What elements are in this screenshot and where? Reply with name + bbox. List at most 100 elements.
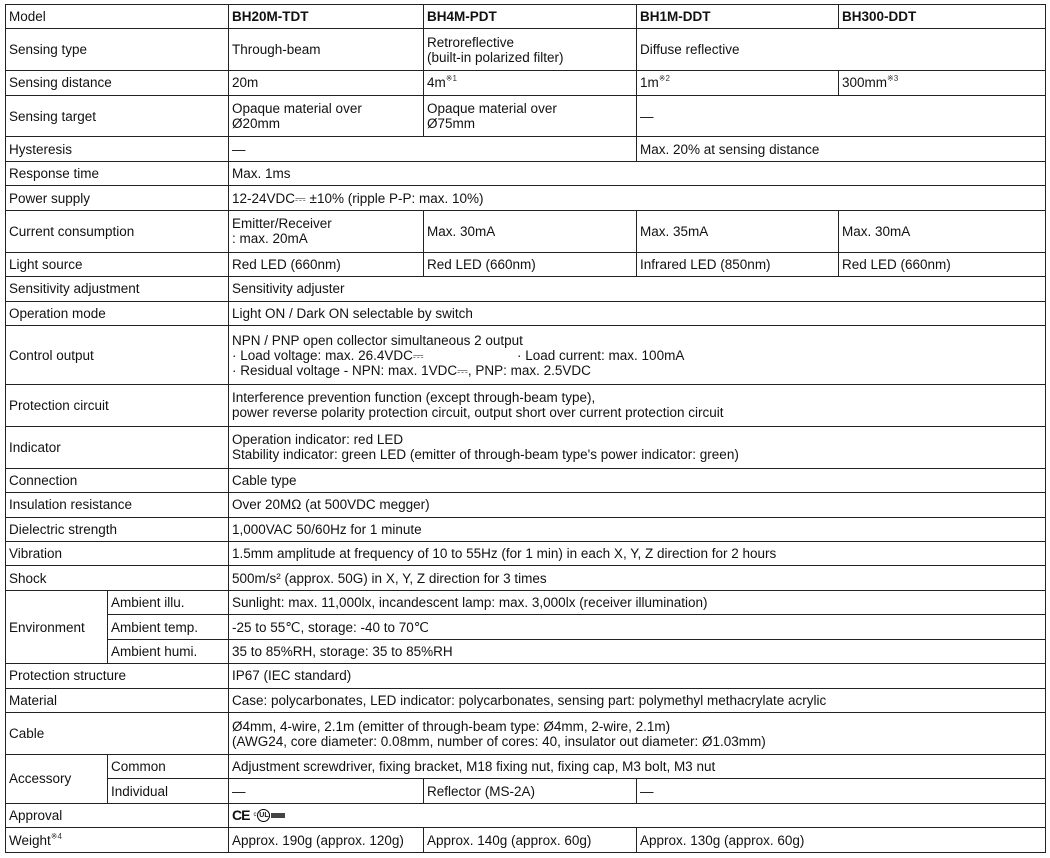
sensing-distance-label: Sensing distance (9, 75, 112, 91)
value-line: · Load voltage: max. 26.4VDC⎓ · Load curr… (232, 348, 1042, 363)
control-output-label: Control output (9, 347, 94, 363)
spec-value: Reflector (MS-2A) (423, 778, 637, 804)
row-label: Insulation resistance (5, 492, 229, 518)
table-row: Light source Red LED (660nm) Red LED (660n… (5, 251, 1046, 278)
row-label: Current consumption (5, 209, 229, 253)
value-line: Ø4mm, 4-wire, 2.1m (emitter of through-b… (232, 718, 671, 734)
spec-value: Opaque material over Ø20mm (228, 94, 424, 138)
operation-mode-label: Operation mode (9, 305, 106, 321)
spec-value: Opaque material over Ø75mm (423, 94, 637, 138)
row-label: Hysteresis (5, 136, 229, 162)
row-label: Vibration (5, 540, 229, 567)
spec-value: Infrared LED (850nm) (636, 251, 839, 278)
value-text: 1m (640, 75, 659, 91)
ce-mark-icon: CE (232, 807, 250, 824)
sensing-type-label: Sensing type (9, 42, 88, 58)
footnote-mark: ※2 (658, 74, 670, 84)
table-row: Ambient temp. -25 to 55℃, storage: -40 to… (6, 614, 1046, 640)
spec-value: Red LED (660nm) (423, 251, 637, 278)
value-line: Interference prevention function (except… (232, 390, 596, 406)
spec-value: Red LED (660nm) (228, 251, 424, 278)
spec-value: 4m※1 (423, 70, 637, 96)
spec-value: Max. 1ms (228, 160, 1046, 187)
value-line: Ø75mm (427, 116, 476, 132)
spec-value: Retroreflective (built-in polarized filte… (423, 28, 637, 72)
spec-value: Sensitivity adjuster (228, 276, 1046, 302)
spec-value: Operation indicator: red LED Stability in… (228, 425, 1046, 469)
value-line: Retroreflective (427, 34, 515, 50)
row-label: Cable (5, 712, 229, 755)
row-label: Weight※4 (5, 827, 229, 853)
model-label: Model (9, 9, 46, 25)
approval-label: Approval (9, 808, 63, 824)
sensing-target-label: Sensing target (9, 108, 97, 124)
value-line: Stability indicator: green LED (emitter … (232, 447, 739, 463)
table-row: Material Case: polycarbonates, LED indica… (5, 687, 1046, 714)
spec-value: Red LED (660nm) (838, 251, 1046, 278)
table-row: Control output NPN / PNP open collector s… (5, 324, 1046, 386)
table-row: Response time Max. 1ms (5, 160, 1046, 187)
protection-circuit-label: Protection circuit (9, 397, 109, 413)
ul-mark-icon: c UL (253, 808, 286, 823)
row-label: Approval (5, 802, 229, 829)
row-label: Connection (5, 467, 229, 494)
table-row: Power supply 12-24VDC⎓ ±10% (ripple P-P: … (5, 185, 1046, 211)
value-line: Opaque material over (232, 101, 362, 117)
row-label: Material (5, 687, 229, 714)
row-sublabel: Ambient temp. (107, 614, 229, 640)
spec-value: Max. 20% at sensing distance (636, 136, 1046, 162)
table-row: Hysteresis — Max. 20% at sensing distance (5, 136, 1046, 162)
material-label: Material (9, 692, 58, 708)
spec-value: Approx. 190g (approx. 120g) (228, 827, 424, 853)
row-label: Power supply (5, 185, 229, 211)
spec-value: -25 to 55℃, storage: -40 to 70℃ (228, 614, 1046, 640)
indicator-label: Indicator (9, 439, 61, 455)
spec-value: Over 20MΩ (at 500VDC megger) (228, 492, 1046, 518)
row-label: Protection circuit (5, 384, 229, 427)
spec-value: Max. 30mA (838, 209, 1046, 253)
spec-value: Ø4mm, 4-wire, 2.1m (emitter of through-b… (228, 712, 1046, 755)
model-header: BH20M-TDT (228, 3, 424, 30)
value-text: 300mm (842, 75, 888, 91)
table-row: Operation mode Light ON / Dark ON selecta… (5, 300, 1046, 326)
table-row: Approval CE c UL (5, 802, 1046, 829)
table-row: Sensing target Opaque material over Ø20mm O… (5, 94, 1046, 138)
spec-value: Cable type (228, 467, 1046, 494)
spec-value: Diffuse reflective (636, 28, 1046, 72)
spec-value: CE c UL (228, 802, 1046, 829)
table-row: Connection Cable type (5, 467, 1046, 494)
table-row: Sensitivity adjustment Sensitivity adjust… (5, 276, 1046, 302)
value-line: (AWG24, core diameter: 0.08mm, number of… (232, 733, 766, 749)
table-row: Protection structure IP67 (IEC standard) (5, 663, 1046, 689)
table-row: Ambient humi. 35 to 85%RH, storage: 35 to… (6, 638, 1046, 665)
table-row: Insulation resistance Over 20MΩ (at 500VD… (5, 492, 1046, 518)
spec-value: — (636, 778, 1046, 804)
value-line: NPN / PNP open collector simultaneous 2 … (232, 332, 523, 348)
value-line: Ø20mm (232, 116, 281, 132)
vibration-label: Vibration (9, 546, 63, 562)
row-label: Dielectric strength (5, 516, 229, 543)
weight-label: Weight (9, 832, 51, 848)
value-part: · Load current: max. 100mA (517, 347, 685, 363)
spec-value: Approx. 140g (approx. 60g) (423, 827, 637, 853)
spec-value: 300mm※3 (838, 70, 1046, 96)
spec-value: 1m※2 (636, 70, 839, 96)
model-header: BH4M-PDT (423, 3, 637, 30)
table-row: Cable Ø4mm, 4-wire, 2.1m (emitter of thro… (5, 712, 1046, 755)
row-label: Operation mode (5, 300, 229, 326)
value-line: power reverse polarity protection circui… (232, 405, 724, 421)
table-row: Individual — Reflector (MS-2A) — (6, 778, 1046, 804)
row-label: Sensitivity adjustment (5, 276, 229, 302)
spec-value: Through-beam (228, 28, 424, 72)
approval-logos: CE c UL (232, 807, 286, 824)
spec-value: Light ON / Dark ON selectable by switch (228, 300, 1046, 326)
protection-structure-label: Protection structure (9, 668, 127, 684)
spec-value: IP67 (IEC standard) (228, 663, 1046, 689)
spec-value: Approx. 130g (approx. 60g) (636, 827, 1046, 853)
spec-value: 12-24VDC⎓ ±10% (ripple P-P: max. 10%) (228, 185, 1046, 211)
row-label: Response time (5, 160, 229, 187)
spec-value: — (228, 136, 637, 162)
footnote-mark: ※4 (50, 831, 62, 841)
table-row: Current consumption Emitter/Receiver: max… (5, 209, 1046, 253)
spec-value: Case: polycarbonates, LED indicator: pol… (228, 687, 1046, 714)
